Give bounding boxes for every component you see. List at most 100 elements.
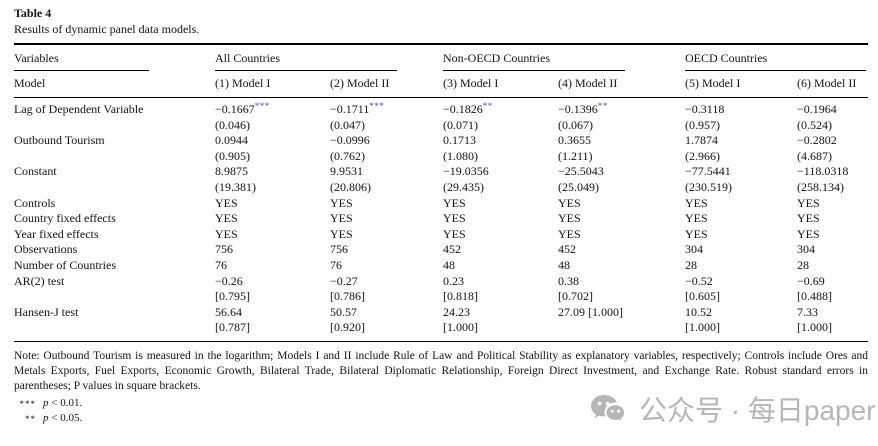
value-cell: −0.1826** (0.071) (443, 98, 558, 134)
std-error-value: (29.435) (443, 179, 484, 194)
value-cell: −0.52 [0.605] (685, 274, 797, 305)
value-cell: −0.1964 (0.524) (797, 98, 868, 134)
p-symbol: p (43, 397, 49, 410)
coefficient-value: 304 (685, 242, 703, 257)
coefficient-value: 756 (330, 242, 348, 257)
significance-stars: *** (254, 101, 270, 111)
std-error-value: (25.049) (558, 179, 599, 194)
table-row: AR(2) test −0.26 [0.795] −0.27 [0.786] 0.23 [0… (14, 274, 868, 305)
value-cell: YES (215, 211, 330, 227)
value-cell: YES (558, 227, 685, 243)
value-cell: 0.38 [0.702] (558, 274, 685, 305)
value-cell: 50.57 [0.920] (330, 304, 443, 342)
value-cell: 48 (443, 258, 558, 274)
value-cell: 28 (685, 258, 797, 274)
row-label: AR(2) test (14, 273, 65, 288)
value-cell: 452 (443, 242, 558, 258)
footnote-text: p < 0.01. (43, 396, 82, 411)
std-error-value: (230.519) (685, 179, 732, 194)
std-error-value: [0.702] (558, 289, 593, 304)
value-cell: YES (685, 227, 797, 243)
coefficient-value: 0.38 (558, 273, 579, 288)
std-error-value: [0.920] (330, 320, 365, 335)
std-error-value: (1.080) (443, 148, 478, 163)
value-cell: 28 (797, 258, 868, 274)
value-cell: 1.7874 (2.966) (685, 133, 797, 164)
significance-stars: ** (482, 101, 493, 111)
coefficient-value: −0.3118 (685, 102, 725, 116)
coefficient-value: −77.5441 (685, 164, 731, 179)
coefficient-value: 76 (330, 257, 342, 272)
coefficient-value: 8.9875 (215, 164, 248, 179)
row-label: Controls (14, 195, 56, 210)
coefficient-value: YES (443, 226, 466, 241)
coefficient-value: 10.52 (685, 304, 712, 319)
value-cell: −0.27 [0.786] (330, 274, 443, 305)
value-cell: 48 (558, 258, 685, 274)
coefficient-value: −0.1711*** (330, 101, 385, 117)
std-error-value: (0.067) (558, 117, 593, 132)
row-label: Year fixed effects (14, 226, 99, 241)
value-cell: −0.26 [0.795] (215, 274, 330, 305)
row-label: Hansen-J test (14, 304, 215, 342)
coefficient-value: 0.0944 (215, 133, 248, 148)
table-header: Variables All Countries Non-OECD Countri… (14, 44, 868, 98)
value-cell: 7.33 [1.000] (797, 304, 868, 342)
coefficient-value: 50.57 (330, 304, 357, 319)
coefficient-value: 28 (685, 257, 697, 272)
coefficient-value: YES (797, 211, 820, 226)
table-caption: Results of dynamic panel data models. (14, 22, 200, 36)
group-oecd-countries: OECD Countries (685, 51, 866, 71)
value-cell: YES (330, 196, 443, 212)
footnote-p05: ** p < 0.05. (14, 411, 868, 426)
coefficient-value: 756 (215, 242, 233, 257)
col-header-model-5: (5) Model I (685, 71, 797, 98)
p-symbol: p (43, 412, 49, 425)
value-cell: −0.0996 (0.762) (330, 133, 443, 164)
value-cell: −0.1667*** (0.046) (215, 98, 330, 134)
coefficient-value: 0.3655 (558, 133, 591, 148)
wechat-icon (591, 395, 626, 424)
coefficient-value: −118.0318 (797, 164, 849, 179)
row-label: Constant (14, 164, 57, 179)
coefficient-value: 56.64 (215, 304, 242, 319)
value-cell: YES (558, 211, 685, 227)
table-body: Lag of Dependent Variable −0.1667*** (0.04… (14, 98, 868, 342)
group-header-row: Variables All Countries Non-OECD Countri… (14, 44, 868, 71)
footnote-threshold: < 0.05. (48, 412, 83, 425)
coefficient-value: 0.1713 (443, 133, 476, 148)
coefficient-value: YES (330, 226, 353, 241)
coefficient-value: 76 (215, 257, 227, 272)
coefficient-value: YES (797, 226, 820, 241)
coefficient-value: −0.2802 (797, 133, 837, 148)
significance-stars: ** (597, 101, 608, 111)
value-cell: 76 (330, 258, 443, 274)
value-cell: 304 (797, 242, 868, 258)
coefficient-value: YES (215, 226, 238, 241)
value-cell: −0.69 [0.488] (797, 274, 868, 305)
value-cell: −118.0318 (258.134) (797, 164, 868, 195)
row-label: Outbound Tourism (14, 133, 105, 148)
table-row: Observations 756 756 452 452 304 304 (14, 242, 868, 258)
value-cell: YES (797, 196, 868, 212)
footnote-text: p < 0.05. (43, 411, 82, 426)
value-cell: YES (443, 227, 558, 243)
value-cell: YES (685, 211, 797, 227)
value-cell: 0.23 [0.818] (443, 274, 558, 305)
value-cell: YES (330, 211, 443, 227)
value-cell: −0.2802 (4.687) (797, 133, 868, 164)
value-cell: YES (215, 196, 330, 212)
col-header-model-1: (1) Model I (215, 71, 330, 98)
std-error-value: (1.211) (558, 148, 593, 163)
std-error-value: (19.381) (215, 179, 256, 194)
value-cell: 24.23 [1.000] (443, 304, 558, 342)
coefficient-value: 48 (558, 257, 570, 272)
std-error-value: (2.966) (685, 148, 720, 163)
coefficient-value: 48 (443, 257, 455, 272)
coefficient-value: YES (330, 195, 353, 210)
value-cell: 756 (330, 242, 443, 258)
coefficient-value: YES (330, 211, 353, 226)
coefficient-value: −0.52 (685, 273, 713, 288)
coefficient-value: −0.1396** (558, 101, 608, 117)
